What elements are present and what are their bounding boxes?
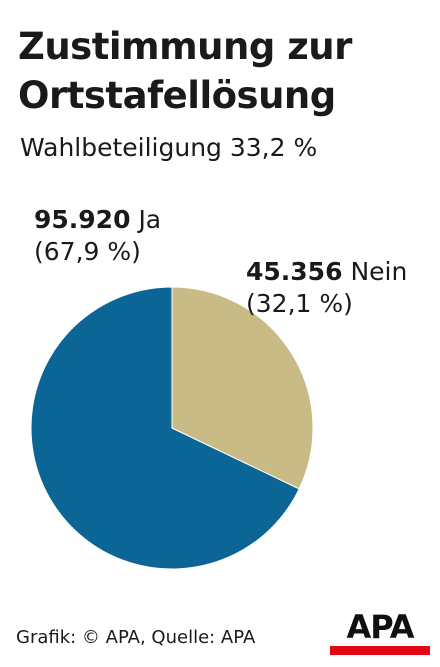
chart-title: Zustimmung zur Ortstafellösung: [18, 25, 352, 117]
apa-logo: APA: [330, 610, 430, 656]
slice-name-nein: Nein: [350, 257, 408, 286]
apa-logo-bar: [330, 646, 430, 655]
slice-share-ja: (67,9 %): [34, 237, 141, 266]
slice-label-nein: 45.356 Nein (32,1 %): [246, 256, 407, 320]
apa-logo-text: APA: [346, 608, 414, 646]
slice-label-ja: 95.920 Ja (67,9 %): [34, 204, 161, 268]
slice-share-nein: (32,1 %): [246, 289, 353, 318]
slice-value-ja: 95.920: [34, 205, 131, 234]
slice-name-ja: Ja: [138, 205, 162, 234]
pie-slice-ja: [30, 286, 300, 570]
slice-value-nein: 45.356: [246, 257, 343, 286]
source-credit: Grafik: © APA, Quelle: APA: [16, 627, 256, 648]
pie-slice-nein: [171, 286, 314, 490]
chart-subtitle: Wahlbeteiligung 33,2 %: [20, 133, 318, 162]
